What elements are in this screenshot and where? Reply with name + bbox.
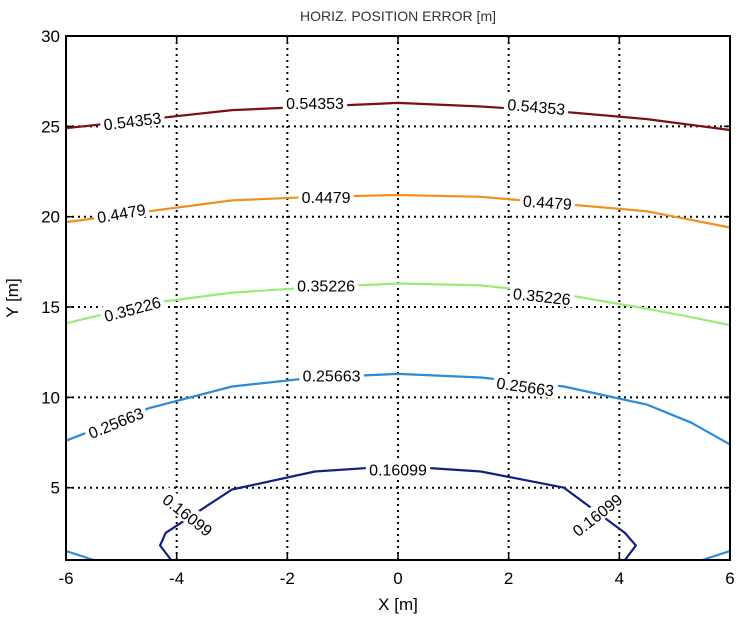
contour-label-group: 0.35226 [293, 275, 359, 295]
contour-label-bg [365, 459, 431, 478]
contour-label-bg [92, 198, 150, 226]
contour-label-group: 0.25663 [492, 372, 559, 400]
contour-label: 0.16099 [369, 463, 427, 480]
contour-label-bg [503, 93, 570, 118]
contour-line [65, 101, 731, 132]
x-tick-label: -2 [280, 569, 295, 588]
contour-label: 0.25663 [303, 369, 361, 386]
contour-label-bg [99, 107, 166, 133]
x-tick-label: -6 [58, 569, 73, 588]
contour-line [65, 282, 731, 327]
grid-layer [66, 36, 730, 560]
tick-layer: -6 -4 -2 0 2 4 6 5 10 15 20 25 30 [41, 27, 735, 588]
contour-label-group: 0.54353 [99, 107, 166, 134]
contour-label: 0.54353 [103, 110, 163, 134]
contour-label-bg [98, 290, 166, 325]
contour-label-bg [492, 372, 559, 399]
contour-label-bg [157, 487, 220, 541]
contour-label-group: 0.35226 [509, 282, 575, 309]
x-axis-label: X [m] [378, 595, 418, 614]
y-tick-label: 25 [41, 117, 60, 136]
contour-label-bg [82, 401, 149, 443]
x-tick-label: 6 [725, 569, 734, 588]
contour-label-bg [509, 282, 575, 308]
contour-label: 0.35226 [512, 286, 571, 309]
y-tick-label: 5 [51, 479, 60, 498]
y-tick-label: 10 [41, 388, 60, 407]
y-tick-label: 15 [41, 298, 60, 317]
contour-line [701, 549, 731, 562]
contour-label-bg [519, 190, 576, 213]
contour-label-group: 0.54353 [503, 93, 570, 119]
contour-line [65, 549, 95, 562]
contour-label: 0.54353 [507, 97, 566, 119]
contour-label: 0.35226 [297, 278, 355, 295]
chart-title: HORIZ. POSITION ERROR [m] [300, 8, 496, 24]
contour-label-bg [298, 186, 354, 205]
contour-label: 0.4479 [302, 190, 351, 207]
y-tick-label: 30 [41, 27, 60, 46]
contour-label-group: 0.4479 [298, 186, 354, 207]
y-tick-label: 20 [41, 208, 60, 227]
contour-line [65, 193, 731, 229]
contour-label-group: 0.25663 [299, 365, 364, 386]
x-tick-label: 2 [504, 569, 513, 588]
contour-label-group: 0.16099 [365, 459, 431, 480]
contour-label-group: 0.54353 [282, 92, 348, 113]
y-axis-label: Y [m] [3, 278, 22, 317]
contour-line [65, 372, 731, 446]
contour-lines [65, 101, 731, 562]
contour-label: 0.4479 [522, 194, 572, 214]
x-tick-label: -4 [169, 569, 184, 588]
contour-label-bg [282, 92, 348, 111]
contour-label-bg [299, 365, 364, 384]
contour-label: 0.54353 [286, 96, 344, 113]
contour-label-bg [293, 275, 359, 294]
x-tick-label: 4 [615, 569, 624, 588]
x-tick-label: 0 [393, 569, 402, 588]
contour-label-group: 0.4479 [519, 190, 576, 214]
contour-label-bg [565, 487, 628, 541]
